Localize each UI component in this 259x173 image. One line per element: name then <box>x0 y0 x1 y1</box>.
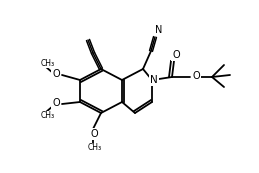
Text: O: O <box>90 129 98 139</box>
Text: N: N <box>155 25 163 35</box>
Text: O: O <box>172 50 180 60</box>
Text: CH₃: CH₃ <box>41 58 55 67</box>
Text: N: N <box>150 75 158 85</box>
Text: CH₃: CH₃ <box>88 143 102 153</box>
Text: CH₃: CH₃ <box>41 112 55 121</box>
Text: O: O <box>192 71 200 81</box>
Text: O: O <box>52 98 60 108</box>
Text: O: O <box>52 69 60 79</box>
